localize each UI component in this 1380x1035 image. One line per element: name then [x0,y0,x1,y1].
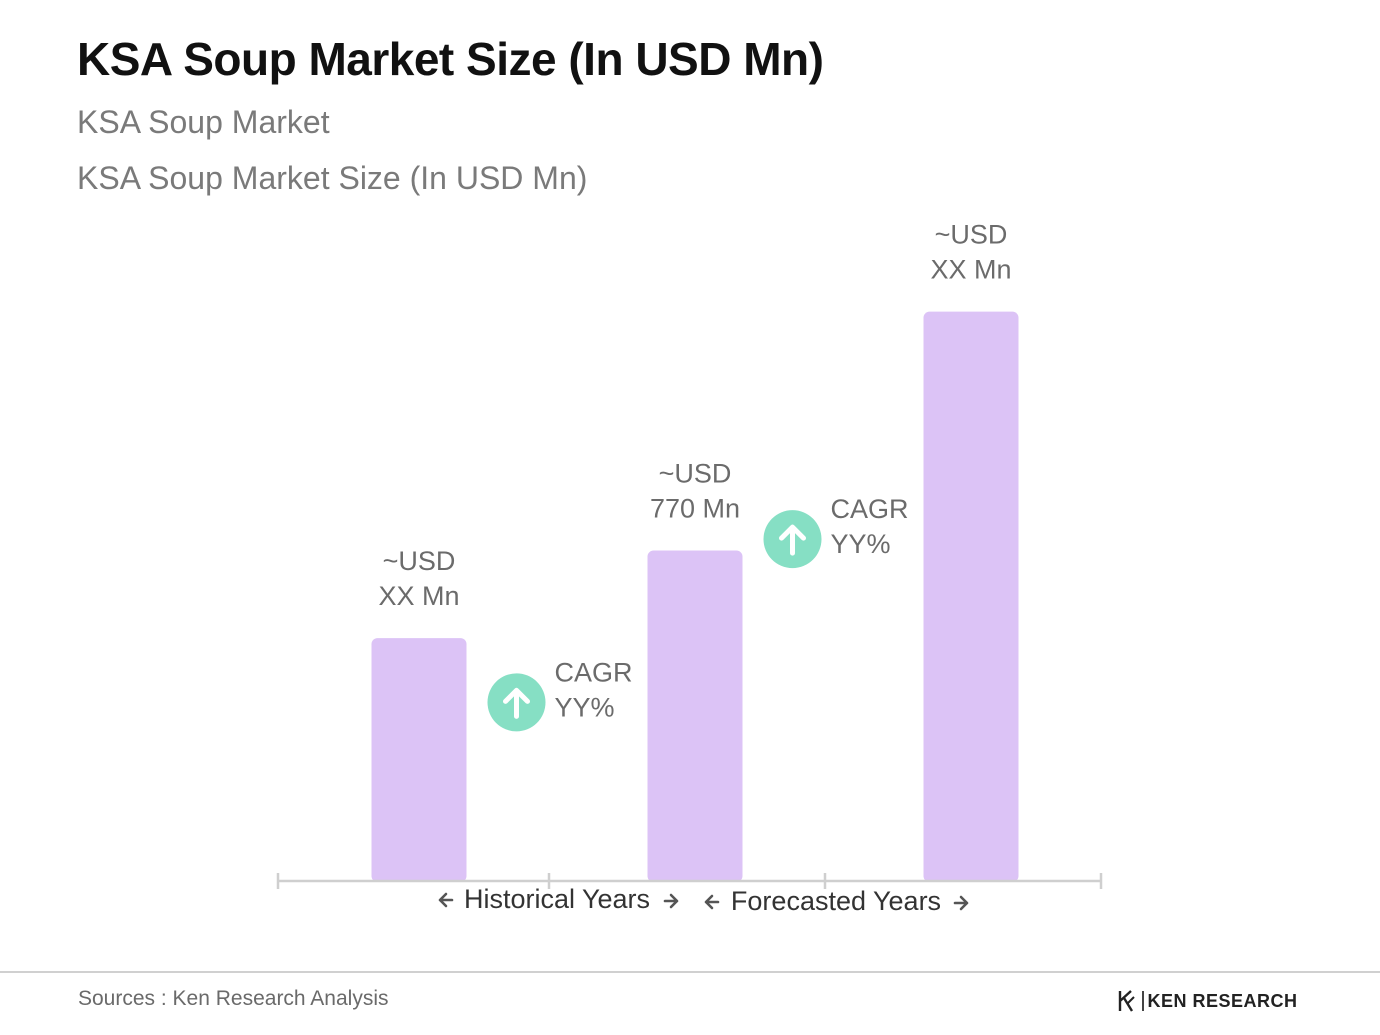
bar-3 [923,311,1019,882]
historical-years-label: Historical Years [464,884,650,914]
cagr-1-label: CAGR [555,657,633,687]
chart-subheading: KSA Soup Market Size (In USD Mn) [77,160,588,196]
cagr-1-arrow-up-icon [503,687,530,719]
historical-left-arrow-icon [438,892,454,908]
cagr-2-arrow-up-icon [779,524,806,556]
cagr-2-label: CAGR [831,494,909,524]
bar-1-value-label-line-2: XX Mn [378,581,459,611]
bar-2-value-label-line-1: ~USD [659,459,732,489]
source-note: Sources : Ken Research Analysis [78,987,389,1010]
cagr-2-value: YY% [831,529,891,559]
bar-1-value-label-line-1: ~USD [383,546,456,576]
chart-subtitle: KSA Soup Market [77,104,330,140]
logo-text: KEN RESEARCH [1147,990,1298,1011]
bar-3-value-label-line-1: ~USD [935,220,1008,250]
bar-chart: ~USD XX Mn ~USD 770 Mn ~USD XX Mn CAGR YY% CAGR Y… [276,220,1103,916]
footer-divider [0,971,1380,973]
forecasted-years-label: Forecasted Years [731,886,941,916]
bar-2 [647,550,743,882]
bar-1 [371,638,467,882]
ken-logo-icon [1118,990,1135,1012]
bar-2-value-label-line-2: 770 Mn [650,494,740,524]
cagr-1-value: YY% [555,692,615,722]
historical-right-arrow-icon [663,893,679,909]
bar-3-value-label-line-2: XX Mn [930,255,1011,285]
forecast-right-arrow-icon [953,895,969,911]
chart-title: KSA Soup Market Size (In USD Mn) [77,33,824,85]
forecast-left-arrow-icon [704,894,720,910]
ken-research-logo: KEN RESEARCH [1118,988,1298,1014]
